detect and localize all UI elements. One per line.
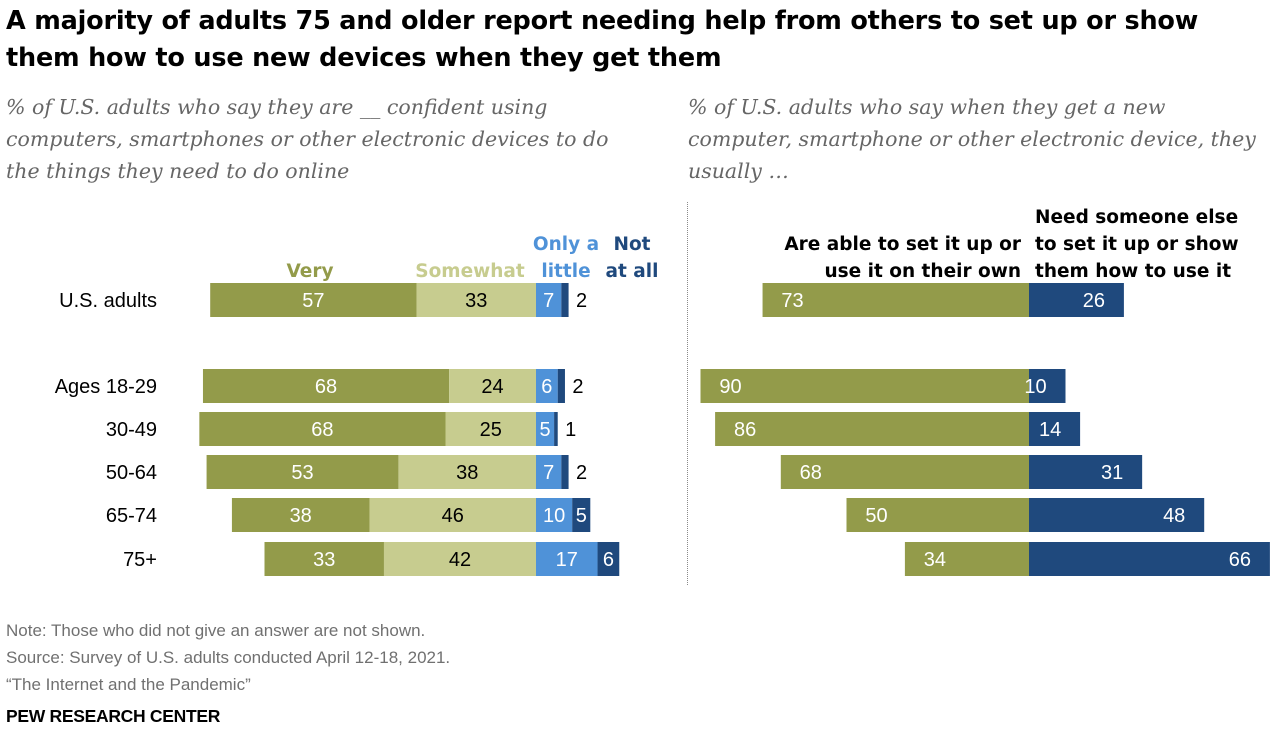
data-label: 7 [543,462,554,484]
bar-not-at-all [554,412,558,446]
data-label: 68 [800,462,822,484]
bar-able-on-own [904,542,1029,576]
bar-somewhat [445,412,536,446]
data-label: 42 [449,549,471,571]
data-label: 10 [1024,376,1046,398]
bar-very [206,455,399,489]
category-label: U.S. adults [59,290,157,312]
source-text: Source: Survey of U.S. adults conducted … [6,648,451,667]
data-label: 2 [576,462,587,484]
left-panel-subtitle: % of U.S. adults who say they are __ con… [6,95,609,183]
data-label: 34 [924,549,946,571]
data-label: 46 [442,505,464,527]
category-label: 30-49 [106,419,157,441]
data-label: 7 [543,290,554,312]
data-label: 1 [565,419,576,441]
data-label: 6 [541,376,552,398]
bar-only-a-little [536,283,562,317]
category-label: Ages 18-29 [55,376,157,398]
data-label: 5 [539,419,550,441]
data-label: 14 [1039,419,1061,441]
bar-very [231,498,370,532]
bar-able-on-own [780,455,1029,489]
bar-not-at-all [572,498,591,532]
bar-need-help [1029,369,1066,403]
panel-divider [687,202,688,585]
data-label: 10 [543,505,565,527]
data-label: 33 [313,549,335,571]
note-text: Note: Those who did not give an answer a… [6,621,426,640]
data-label: 38 [456,462,478,484]
bar-not-at-all [597,542,620,576]
bar-somewhat [398,455,536,489]
chart-title: A majority of adults 75 and older report… [6,6,1199,73]
data-label: 26 [1083,290,1105,312]
legend-label-somewhat: Somewhat [415,261,525,282]
legend-label-need-help: Need someone else to set it up or show the… [1035,207,1239,282]
bar-very [199,412,446,446]
legend-label-very: Very [286,261,333,282]
category-label: 65-74 [106,505,157,527]
data-label: 68 [311,419,333,441]
bar-very [264,542,384,576]
data-label: 68 [315,376,337,398]
category-label: 75+ [123,549,157,571]
bar-not-at-all [561,455,569,489]
bar-not-at-all [561,283,569,317]
right-panel-subtitle: % of U.S. adults who say when they get a… [688,95,1256,183]
data-label: 17 [556,549,578,571]
data-label: 2 [576,290,587,312]
data-label: 24 [481,376,503,398]
bar-need-help [1029,412,1081,446]
data-label: 66 [1229,549,1251,571]
bar-able-on-own [715,412,1029,446]
bar-only-a-little [536,542,598,576]
bar-very [210,283,417,317]
bar-somewhat [416,283,536,317]
data-label: 50 [865,505,887,527]
legend-label-able: Are able to set it up or use it on their … [784,234,1022,282]
bar-somewhat [369,498,536,532]
data-label: 53 [291,462,313,484]
bar-able-on-own [762,283,1029,317]
footer-notes: Note: Those who did not give an answer a… [6,617,450,698]
bar-somewhat [449,369,536,403]
bar-somewhat [383,542,536,576]
brand-logo-text: PEW RESEARCH CENTER [6,706,221,726]
bar-able-on-own [846,498,1029,532]
category-label: 50-64 [106,462,157,484]
bar-not-at-all [557,369,565,403]
bar-only-a-little [536,369,558,403]
bar-only-a-little [536,455,562,489]
data-label: 57 [302,290,324,312]
data-label: 25 [480,419,502,441]
data-label: 2 [572,376,583,398]
data-label: 6 [603,549,614,571]
data-label: 5 [576,505,587,527]
data-label: 48 [1163,505,1185,527]
bar-able-on-own [700,369,1029,403]
legend-label-only-a-little: Only a little [533,234,599,282]
data-label: 90 [719,376,741,398]
data-label: 86 [734,419,756,441]
bar-only-a-little [536,412,555,446]
legend-label-not-at-all: Not at all [606,234,659,282]
report-title-text: “The Internet and the Pandemic” [6,675,251,694]
bar-need-help [1029,283,1124,317]
data-label: 33 [465,290,487,312]
bar-need-help [1029,455,1143,489]
bar-only-a-little [536,498,573,532]
bar-need-help [1029,498,1205,532]
data-label: 38 [290,505,312,527]
bar-need-help [1029,542,1270,576]
bar-very [202,369,450,403]
data-label: 73 [781,290,803,312]
data-label: 31 [1101,462,1123,484]
